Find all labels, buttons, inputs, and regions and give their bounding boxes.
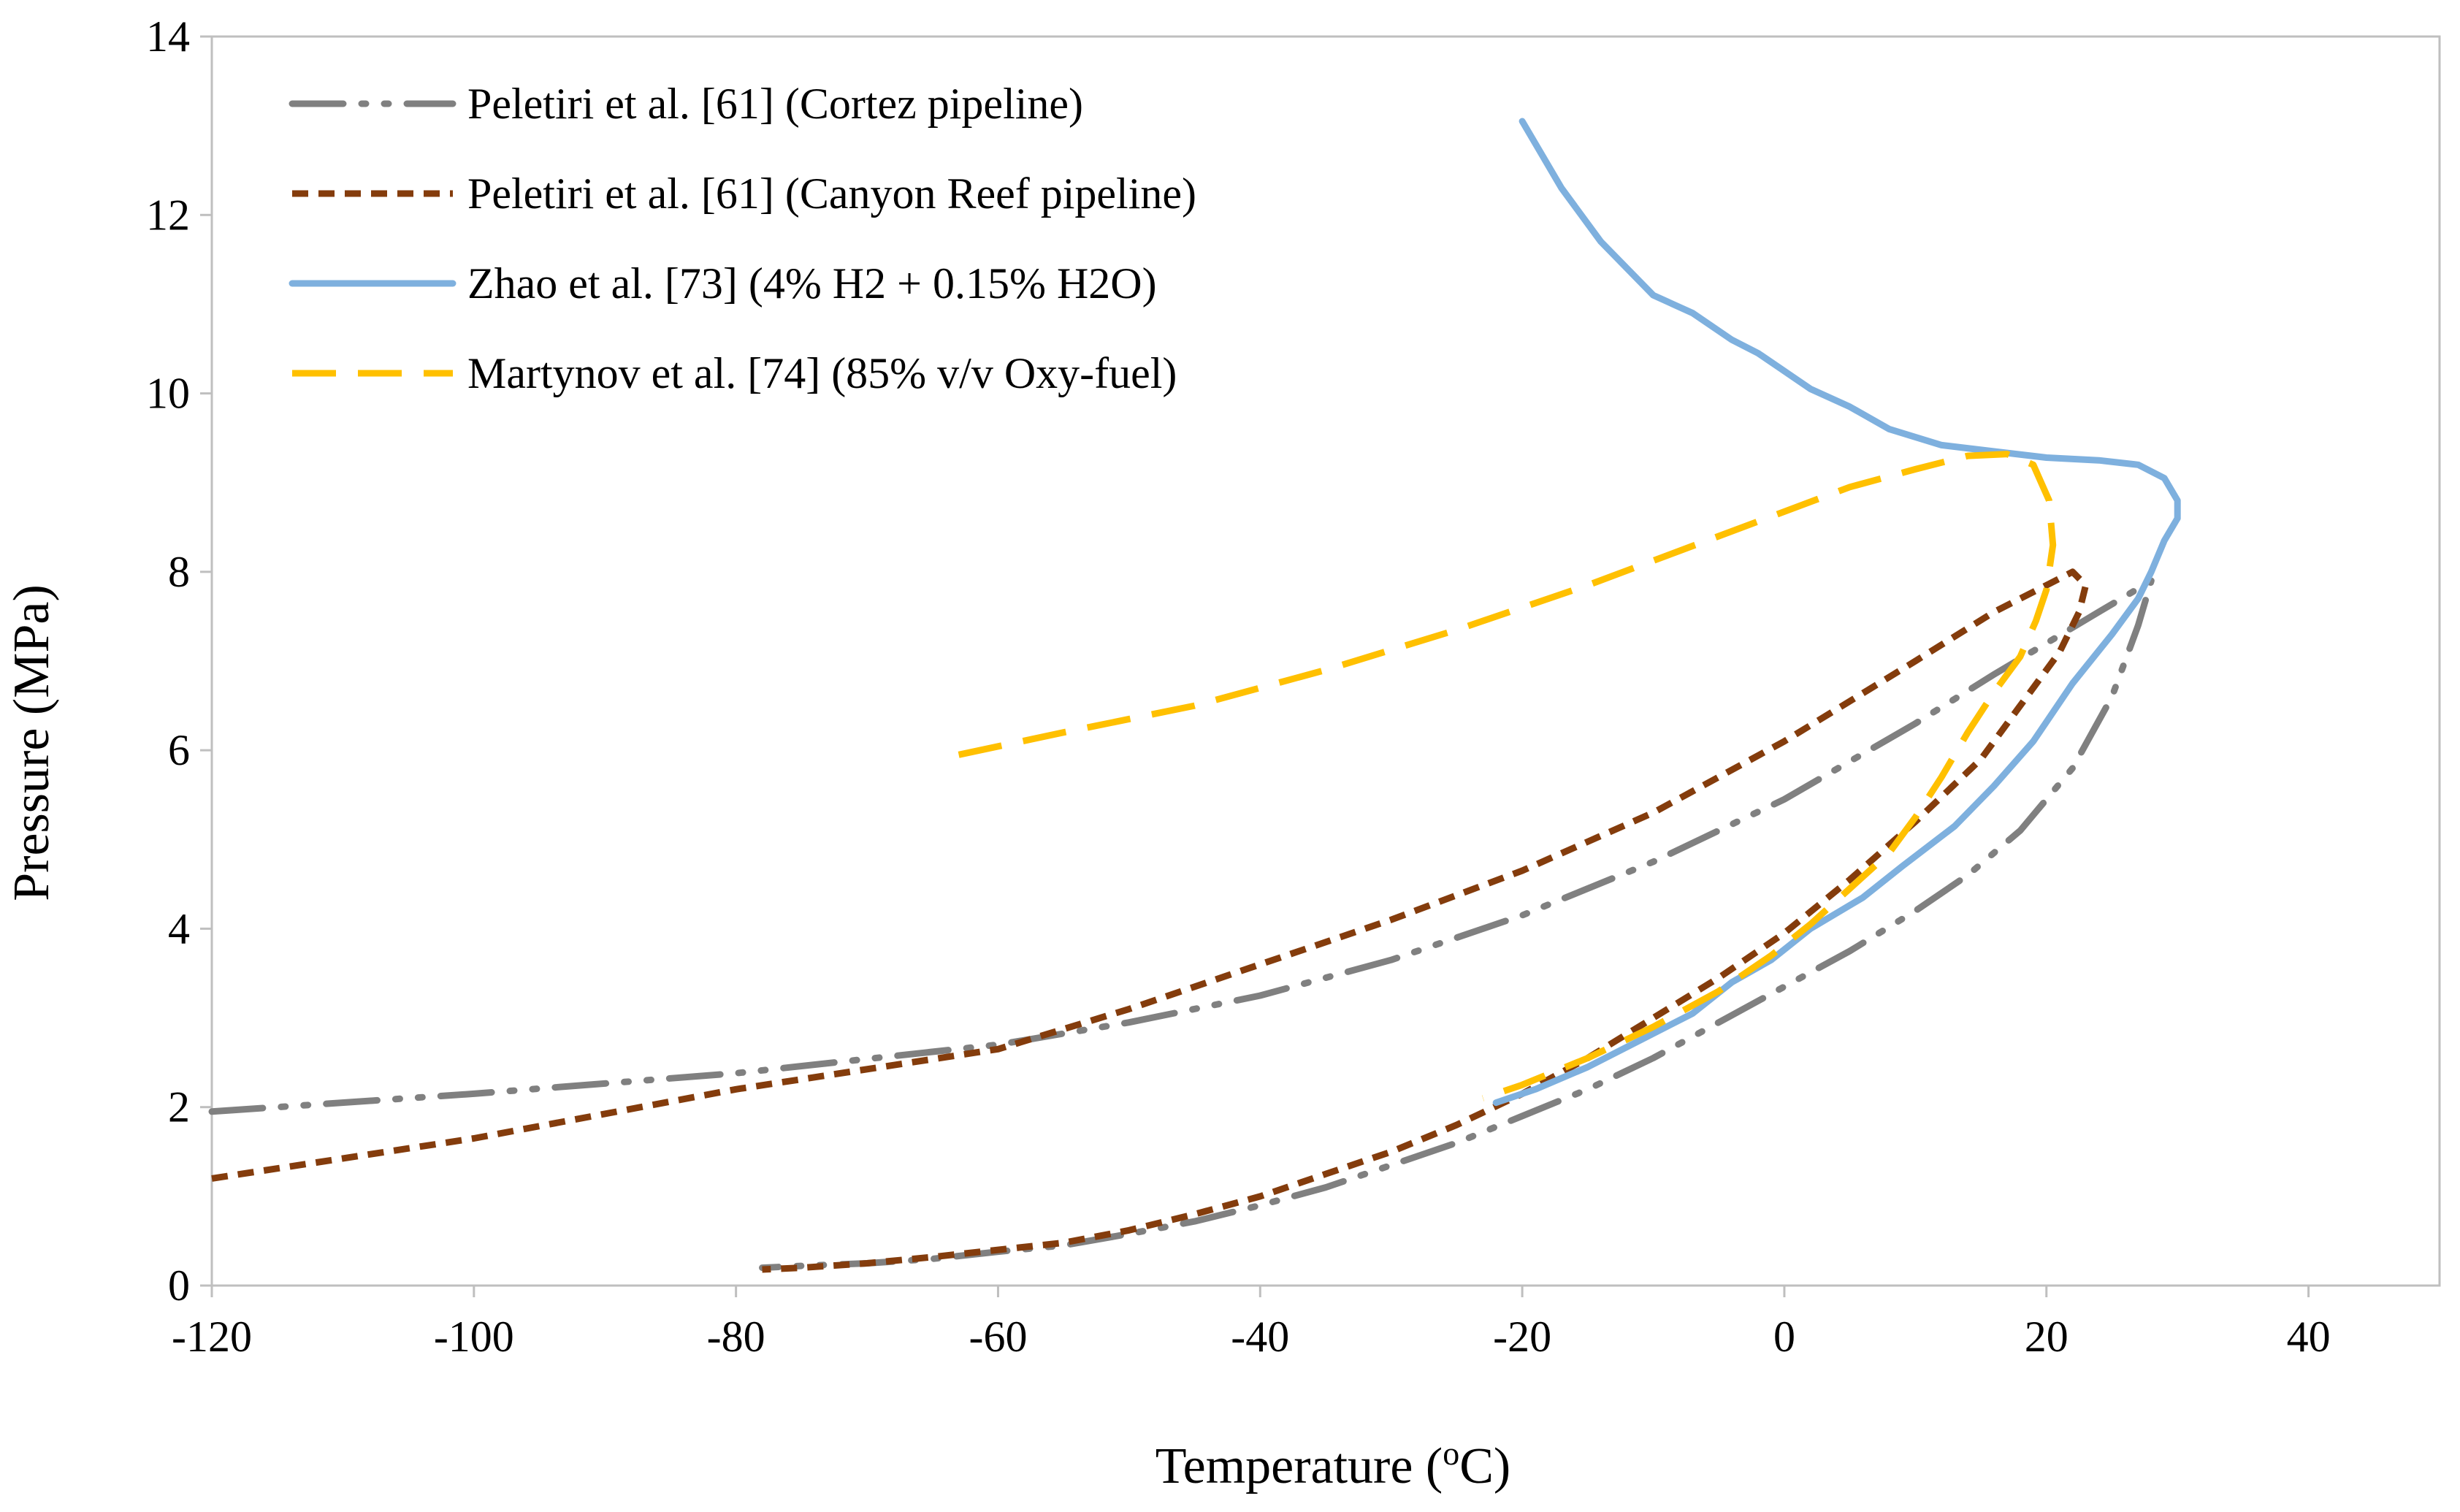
y-tick-label: 0: [168, 1261, 190, 1310]
legend-label-1: Peletiri et al. [61] (Canyon Reef pipeli…: [467, 169, 1196, 218]
series-line-1: [211, 568, 2090, 1273]
y-tick-label: 8: [168, 548, 190, 596]
y-tick-label: 14: [146, 12, 190, 61]
legend-label-0: Peletiri et al. [61] (Cortez pipeline): [467, 80, 1083, 128]
y-tick-label: 2: [168, 1083, 190, 1131]
x-axis-title: Temperature (oC): [1155, 1435, 1510, 1495]
x-tick-label: 0: [1773, 1313, 1795, 1361]
x-axis-title-main: Temperature (: [1155, 1438, 1443, 1494]
series-line-0: [208, 577, 2155, 1272]
x-tick-label: 20: [2025, 1313, 2069, 1361]
y-tick-label: 6: [168, 726, 190, 774]
series-layer: [208, 118, 2181, 1273]
x-tick-label: -40: [1231, 1313, 1289, 1361]
x-tick-label: -100: [434, 1313, 514, 1361]
axes-layer: 0 2 4 6 8 10 12 14 -120 -100 -80 -60 -40 -20 0 20 40: [146, 12, 2441, 1361]
series-line-2: [1492, 118, 2181, 1107]
y-tick-label: 10: [146, 370, 190, 418]
series-line-3: [958, 451, 2057, 1101]
y-tick-label: 12: [146, 191, 190, 239]
x-axis-title-superscript: o: [1443, 1435, 1459, 1472]
legend: Peletiri et al. [61] (Cortez pipeline) Pe…: [289, 80, 1196, 397]
y-axis-title: Pressure (MPa): [4, 584, 60, 901]
x-tick-label: 40: [2287, 1313, 2331, 1361]
x-axis-title-unit: C): [1459, 1438, 1510, 1494]
legend-label-2: Zhao et al. [73] (4% H2 + 0.15% H2O): [467, 259, 1157, 308]
x-tick-label: -60: [969, 1313, 1027, 1361]
x-tick-label: -80: [707, 1313, 765, 1361]
legend-label-3: Martynov et al. [74] (85% v/v Oxy-fuel): [467, 349, 1177, 397]
plot-area-border: [210, 35, 2441, 1287]
x-tick-label: -20: [1493, 1313, 1551, 1361]
x-tick-label: -120: [172, 1313, 252, 1361]
y-tick-label: 4: [168, 904, 190, 952]
